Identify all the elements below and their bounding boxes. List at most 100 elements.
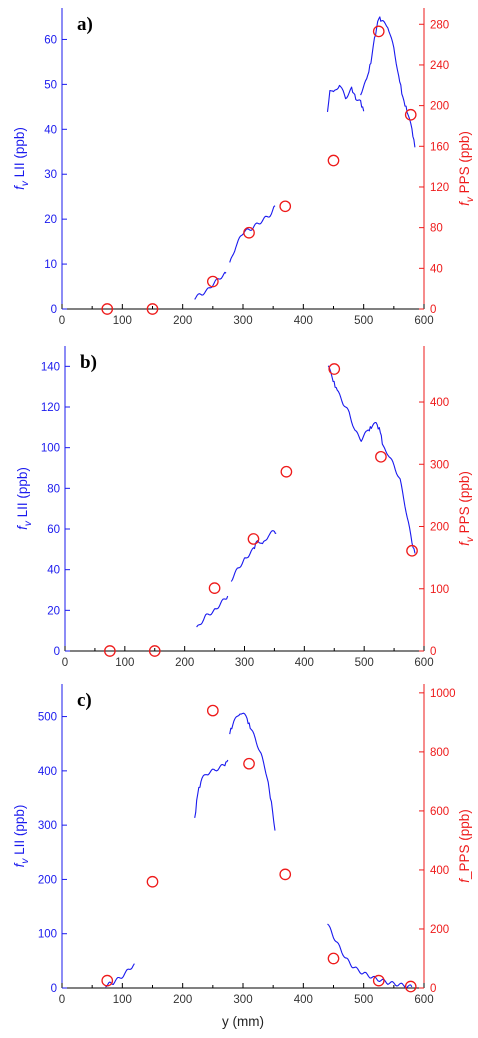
pps-marker xyxy=(328,363,341,375)
lii-line-segment xyxy=(327,923,413,989)
x-tick-label: 200 xyxy=(173,315,192,327)
right-y-axis-title: fv PPS (ppb) xyxy=(457,471,476,546)
lii-line-segment xyxy=(229,205,276,263)
left-y-tick-label: 300 xyxy=(38,820,57,832)
left-y-tick-label: 10 xyxy=(44,259,57,271)
pps-marker xyxy=(372,25,385,38)
x-tick-label: 500 xyxy=(354,315,373,327)
x-tick-label: 100 xyxy=(113,994,132,1006)
pps-marker xyxy=(247,533,260,545)
pps-marker xyxy=(372,974,385,987)
panel-1: 0 100 200 300 400 500 600010203040506004080120… xyxy=(12,8,476,327)
left-y-axis-title: fv LII (ppb) xyxy=(12,127,31,190)
right-y-tick-label: 120 xyxy=(430,182,449,194)
pps-marker xyxy=(280,465,293,478)
right-y-tick-label: 300 xyxy=(430,459,449,471)
x-tick-label: 400 xyxy=(294,994,313,1006)
x-tick-label: 300 xyxy=(235,657,254,669)
x-tick-label: 400 xyxy=(295,657,314,669)
right-y-axis-title: fv PPS (ppb) xyxy=(457,131,476,206)
right-y-tick-label: 200 xyxy=(430,924,449,936)
left-y-tick-label: 200 xyxy=(38,874,57,886)
pps-marker xyxy=(327,952,340,965)
left-y-tick-label: 400 xyxy=(38,766,57,778)
left-y-tick-label: 40 xyxy=(47,565,60,577)
right-y-tick-label: 200 xyxy=(430,101,449,113)
x-tick-label: 600 xyxy=(414,315,433,327)
panel-label: b) xyxy=(80,352,97,373)
panel-label: c) xyxy=(77,690,92,711)
panel-2: 0 100 200 300 400 500 600020406080100120140010… xyxy=(15,346,476,669)
right-y-tick-label: 200 xyxy=(430,522,449,534)
right-y-tick-label: 40 xyxy=(430,263,443,275)
right-y-tick-label: 0 xyxy=(430,983,436,995)
right-y-tick-label: 100 xyxy=(430,584,449,596)
left-y-tick-label: 0 xyxy=(51,304,57,316)
left-y-tick-label: 0 xyxy=(51,983,57,995)
panel-label: a) xyxy=(77,14,93,35)
pps-marker xyxy=(375,450,387,463)
left-y-tick-label: 20 xyxy=(47,605,60,617)
right-y-tick-label: 0 xyxy=(430,304,436,316)
lii-line-segment xyxy=(105,963,135,988)
pps-marker xyxy=(206,704,219,717)
x-tick-label: 600 xyxy=(414,657,433,669)
panel-3: 0 100 200 300 400 500 600010020030040050002004… xyxy=(12,684,472,1006)
right-y-tick-label: 800 xyxy=(430,747,449,759)
right-y-tick-label: 600 xyxy=(430,806,449,818)
x-tick-label: 500 xyxy=(355,657,374,669)
pps-marker xyxy=(101,303,114,315)
right-y-tick-label: 400 xyxy=(430,397,449,409)
left-y-tick-label: 100 xyxy=(41,443,60,455)
lii-line-segment xyxy=(229,712,276,831)
lii-line-segment xyxy=(196,595,229,628)
left-y-axis-title: fv LII (ppb) xyxy=(15,467,34,530)
x-tick-label: 500 xyxy=(354,994,373,1006)
x-tick-label: 100 xyxy=(113,315,132,327)
x-tick-label: 300 xyxy=(233,994,252,1006)
right-y-tick-label: 160 xyxy=(430,141,449,153)
x-tick-label: 0 xyxy=(59,994,65,1006)
x-tick-label: 300 xyxy=(233,315,252,327)
x-tick-label: 0 xyxy=(59,315,65,327)
pps-marker xyxy=(243,757,255,770)
x-tick-label: 200 xyxy=(175,657,194,669)
pps-marker xyxy=(404,980,417,993)
x-tick-label: 400 xyxy=(294,315,313,327)
lii-line-segment xyxy=(194,271,227,300)
lii-line-segment xyxy=(230,530,277,582)
left-y-tick-label: 30 xyxy=(44,169,57,181)
lii-line-segment xyxy=(194,759,229,818)
pps-marker xyxy=(327,154,340,167)
left-y-tick-label: 60 xyxy=(47,524,60,536)
right-y-tick-label: 240 xyxy=(430,60,449,72)
left-y-tick-label: 20 xyxy=(44,214,57,226)
right-y-tick-label: 400 xyxy=(430,865,449,877)
pps-marker xyxy=(406,544,418,557)
left-y-tick-label: 140 xyxy=(41,361,60,373)
right-y-tick-label: 280 xyxy=(430,19,449,31)
x-axis-title: y (mm) xyxy=(222,1014,264,1029)
pps-marker xyxy=(101,974,114,987)
left-y-tick-label: 500 xyxy=(38,712,57,724)
x-tick-label: 200 xyxy=(173,994,192,1006)
x-tick-label: 100 xyxy=(115,657,134,669)
x-tick-label: 600 xyxy=(414,994,433,1006)
pps-marker xyxy=(279,200,292,213)
right-y-tick-label: 0 xyxy=(430,646,436,658)
lii-line-segment xyxy=(327,365,416,554)
pps-marker xyxy=(243,226,255,239)
lii-line-segment xyxy=(360,16,416,148)
pps-marker xyxy=(104,645,116,657)
left-y-tick-label: 120 xyxy=(41,402,60,414)
pps-marker xyxy=(208,582,221,594)
left-y-tick-label: 100 xyxy=(38,929,57,941)
left-y-tick-label: 60 xyxy=(44,34,57,46)
left-y-tick-label: 0 xyxy=(54,646,60,658)
left-y-axis-title: fv LII (ppb) xyxy=(12,805,31,868)
pps-marker xyxy=(146,875,159,888)
right-y-tick-label: 1000 xyxy=(430,688,456,700)
left-y-tick-label: 40 xyxy=(44,124,57,136)
